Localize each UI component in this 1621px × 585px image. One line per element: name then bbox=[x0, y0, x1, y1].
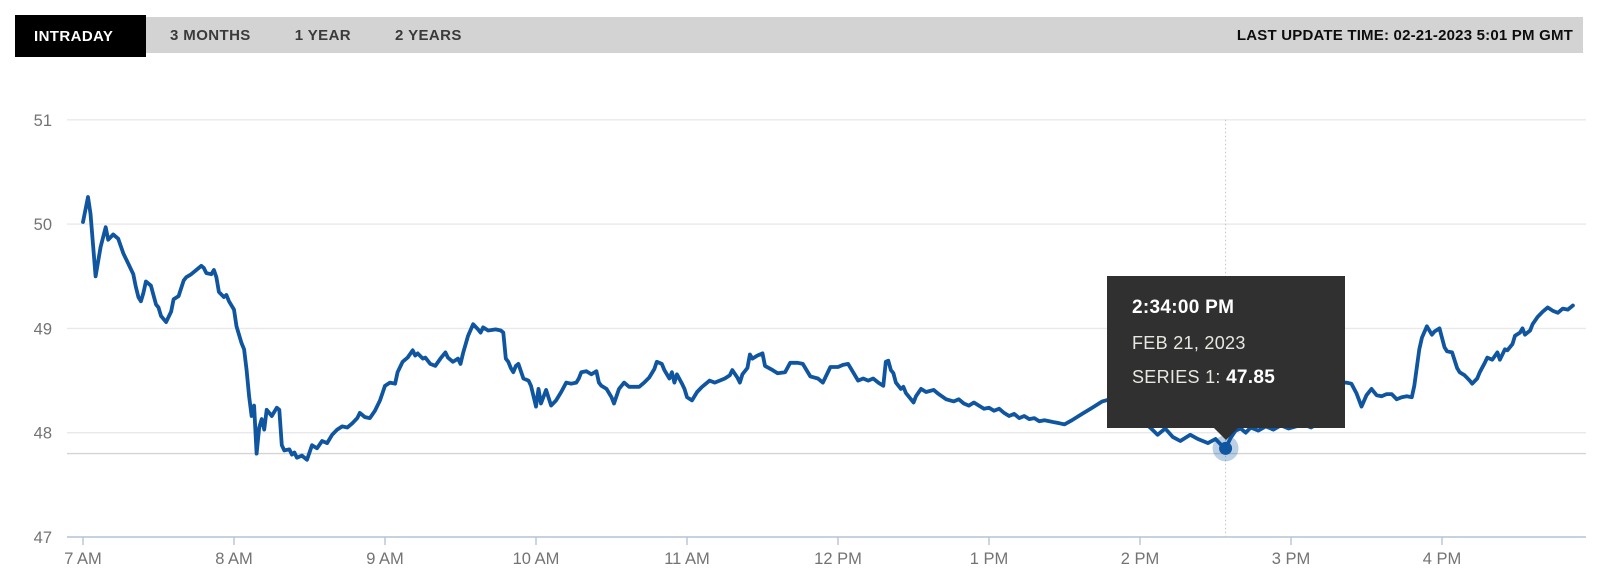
tab-intraday[interactable]: INTRADAY bbox=[15, 15, 146, 57]
x-tick-label: 12 PM bbox=[814, 550, 862, 568]
x-tick-label: 8 AM bbox=[215, 550, 253, 568]
x-tick-label: 9 AM bbox=[366, 550, 404, 568]
tab-1-year[interactable]: 1 YEAR bbox=[294, 26, 352, 44]
chart-tooltip: 2:34:00 PM FEB 21, 2023 SERIES 1: 47.85 bbox=[1107, 276, 1345, 428]
last-update-time: LAST UPDATE TIME: 02-21-2023 5:01 PM GMT bbox=[1236, 26, 1573, 44]
data-point-marker bbox=[1219, 441, 1233, 455]
x-tick-label: 7 AM bbox=[64, 550, 102, 568]
tooltip-time: 2:34:00 PM bbox=[1132, 297, 1235, 318]
tooltip-series-label: SERIES 1: bbox=[1132, 367, 1221, 387]
y-tick-label: 49 bbox=[34, 320, 52, 338]
tooltip-pointer bbox=[1214, 428, 1238, 440]
range-tabs: 3 MONTHS 1 YEAR 2 YEARS bbox=[15, 27, 462, 44]
tab-2-years[interactable]: 2 YEARS bbox=[395, 26, 462, 44]
tooltip-series-row: SERIES 1: 47.85 bbox=[1132, 360, 1345, 395]
tooltip-date: FEB 21, 2023 bbox=[1132, 333, 1246, 353]
y-tick-label: 50 bbox=[34, 216, 52, 234]
x-tick-label: 11 AM bbox=[664, 550, 710, 568]
x-tick-label: 1 PM bbox=[970, 550, 1009, 568]
y-tick-label: 48 bbox=[34, 425, 52, 443]
y-tick-label: 47 bbox=[34, 529, 52, 547]
y-tick-label: 51 bbox=[34, 112, 52, 130]
x-tick-label: 3 PM bbox=[1272, 550, 1311, 568]
x-tick-label: 4 PM bbox=[1423, 550, 1462, 568]
x-tick-label: 2 PM bbox=[1121, 550, 1160, 568]
tab-3-months[interactable]: 3 MONTHS bbox=[170, 26, 251, 44]
range-selector-bar: INTRADAY 3 MONTHS 1 YEAR 2 YEARS LAST UP… bbox=[15, 15, 1583, 57]
x-tick-label: 10 AM bbox=[513, 550, 560, 568]
tooltip-series-value: 47.85 bbox=[1226, 367, 1276, 388]
